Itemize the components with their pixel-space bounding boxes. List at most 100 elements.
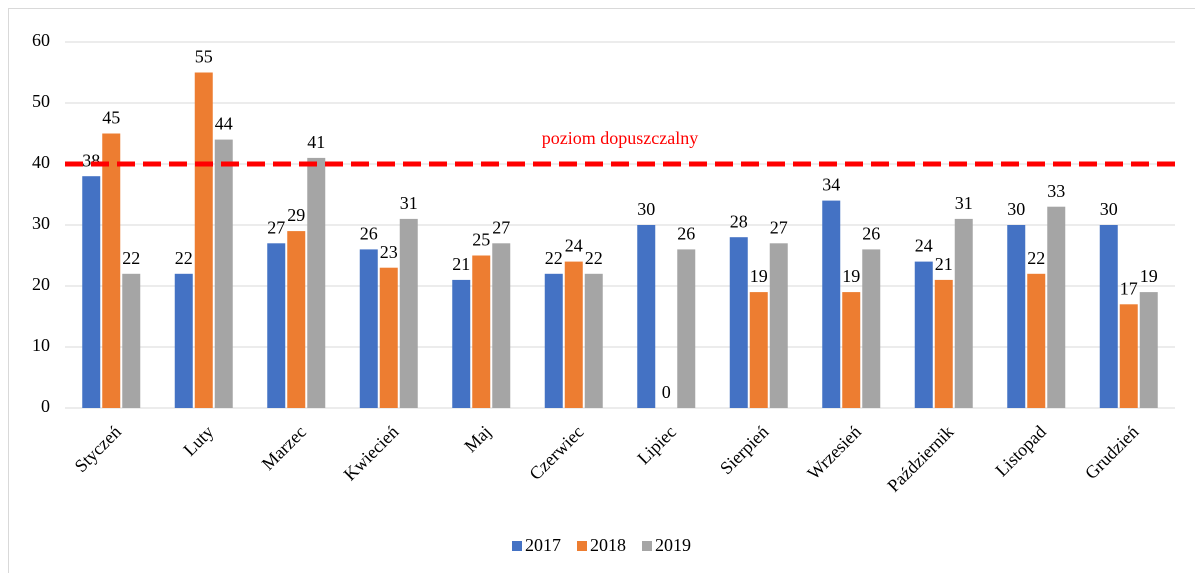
- data-label: 24: [565, 236, 583, 256]
- bar: [1099, 225, 1118, 408]
- y-tick-label: 50: [32, 91, 50, 111]
- data-label: 27: [770, 217, 788, 237]
- y-tick-label: 40: [32, 152, 50, 172]
- x-tick-label: Sierpień: [716, 422, 773, 479]
- data-label: 30: [1007, 199, 1025, 219]
- data-label: 31: [955, 193, 973, 213]
- data-label: 45: [102, 108, 120, 128]
- data-label: 31: [400, 193, 418, 213]
- x-tick-label: Maj: [460, 422, 495, 457]
- x-tick-label: Październik: [883, 422, 957, 496]
- data-label: 19: [1140, 266, 1158, 286]
- legend-label: 2017: [525, 535, 561, 555]
- bar: [307, 157, 326, 408]
- x-tick-label: Wrzesień: [803, 422, 865, 484]
- bar: [214, 139, 233, 408]
- data-label: 22: [585, 248, 603, 268]
- data-label: 25: [472, 230, 490, 250]
- bar: [934, 279, 953, 408]
- bar: [862, 249, 881, 408]
- bar: [842, 292, 861, 408]
- data-label: 22: [1027, 248, 1045, 268]
- data-label: 55: [195, 47, 213, 67]
- bar: [1119, 304, 1138, 408]
- data-label: 22: [545, 248, 563, 268]
- data-label: 27: [267, 217, 285, 237]
- data-label: 22: [122, 248, 140, 268]
- data-label: 0: [662, 382, 671, 402]
- bar: [544, 273, 563, 408]
- x-tick-label: Lipiec: [633, 422, 680, 469]
- legend-swatch: [642, 541, 652, 551]
- x-tick-label: Kwiecień: [340, 422, 403, 485]
- data-label: 19: [750, 266, 768, 286]
- data-label: 21: [935, 254, 953, 274]
- legend-label: 2019: [655, 535, 691, 555]
- data-label: 38: [82, 150, 100, 170]
- data-label: 19: [842, 266, 860, 286]
- bar: [287, 231, 306, 408]
- data-label: 26: [677, 224, 695, 244]
- chart-frame: [8, 8, 1195, 573]
- x-tick-label: Luty: [179, 422, 217, 460]
- x-tick-label: Listopad: [991, 422, 1050, 481]
- bar: [492, 243, 511, 408]
- bar: [472, 255, 491, 408]
- bar: [267, 243, 286, 408]
- bar: [122, 273, 141, 408]
- data-label: 41: [307, 132, 325, 152]
- y-tick-label: 20: [32, 274, 50, 294]
- legend-swatch: [577, 541, 587, 551]
- data-label: 24: [915, 236, 933, 256]
- x-tick-label: Grudzień: [1081, 422, 1143, 484]
- data-label: 27: [492, 217, 510, 237]
- bar: [729, 237, 748, 408]
- x-tick-label: Marzec: [258, 422, 310, 474]
- bar: [379, 267, 398, 408]
- bar: [1027, 273, 1046, 408]
- legend-swatch: [512, 541, 522, 551]
- data-label: 26: [360, 224, 378, 244]
- bar: [452, 279, 471, 408]
- x-tick-label: Czerwiec: [525, 422, 587, 484]
- bar: [749, 292, 768, 408]
- data-label: 29: [287, 205, 305, 225]
- data-label: 44: [215, 114, 233, 134]
- bar: [822, 200, 841, 408]
- data-label: 21: [452, 254, 470, 274]
- y-tick-label: 30: [32, 213, 50, 233]
- bar: [102, 133, 121, 408]
- bar: [1047, 206, 1066, 408]
- y-tick-label: 60: [32, 30, 50, 50]
- bar: [954, 218, 973, 408]
- bar: [1007, 225, 1026, 408]
- data-label: 23: [380, 242, 398, 262]
- data-label: 34: [822, 175, 840, 195]
- bar: [677, 249, 696, 408]
- y-tick-label: 10: [32, 335, 50, 355]
- bar: [564, 261, 583, 408]
- y-tick-label: 0: [41, 396, 50, 416]
- reference-label: poziom dopuszczalny: [542, 128, 698, 148]
- bar: [637, 225, 656, 408]
- data-label: 30: [1100, 199, 1118, 219]
- bar: [1139, 292, 1158, 408]
- data-label: 33: [1047, 181, 1065, 201]
- bar: [359, 249, 378, 408]
- bar: [399, 218, 418, 408]
- bar: [584, 273, 603, 408]
- bar: [174, 273, 193, 408]
- data-label: 28: [730, 211, 748, 231]
- data-label: 26: [862, 224, 880, 244]
- bar: [769, 243, 788, 408]
- bar: [194, 72, 213, 408]
- data-label: 30: [637, 199, 655, 219]
- legend-label: 2018: [590, 535, 626, 555]
- bar: [82, 176, 101, 408]
- x-tick-label: Styczeń: [71, 422, 125, 476]
- data-label: 22: [175, 248, 193, 268]
- data-label: 17: [1120, 278, 1138, 298]
- bar: [914, 261, 933, 408]
